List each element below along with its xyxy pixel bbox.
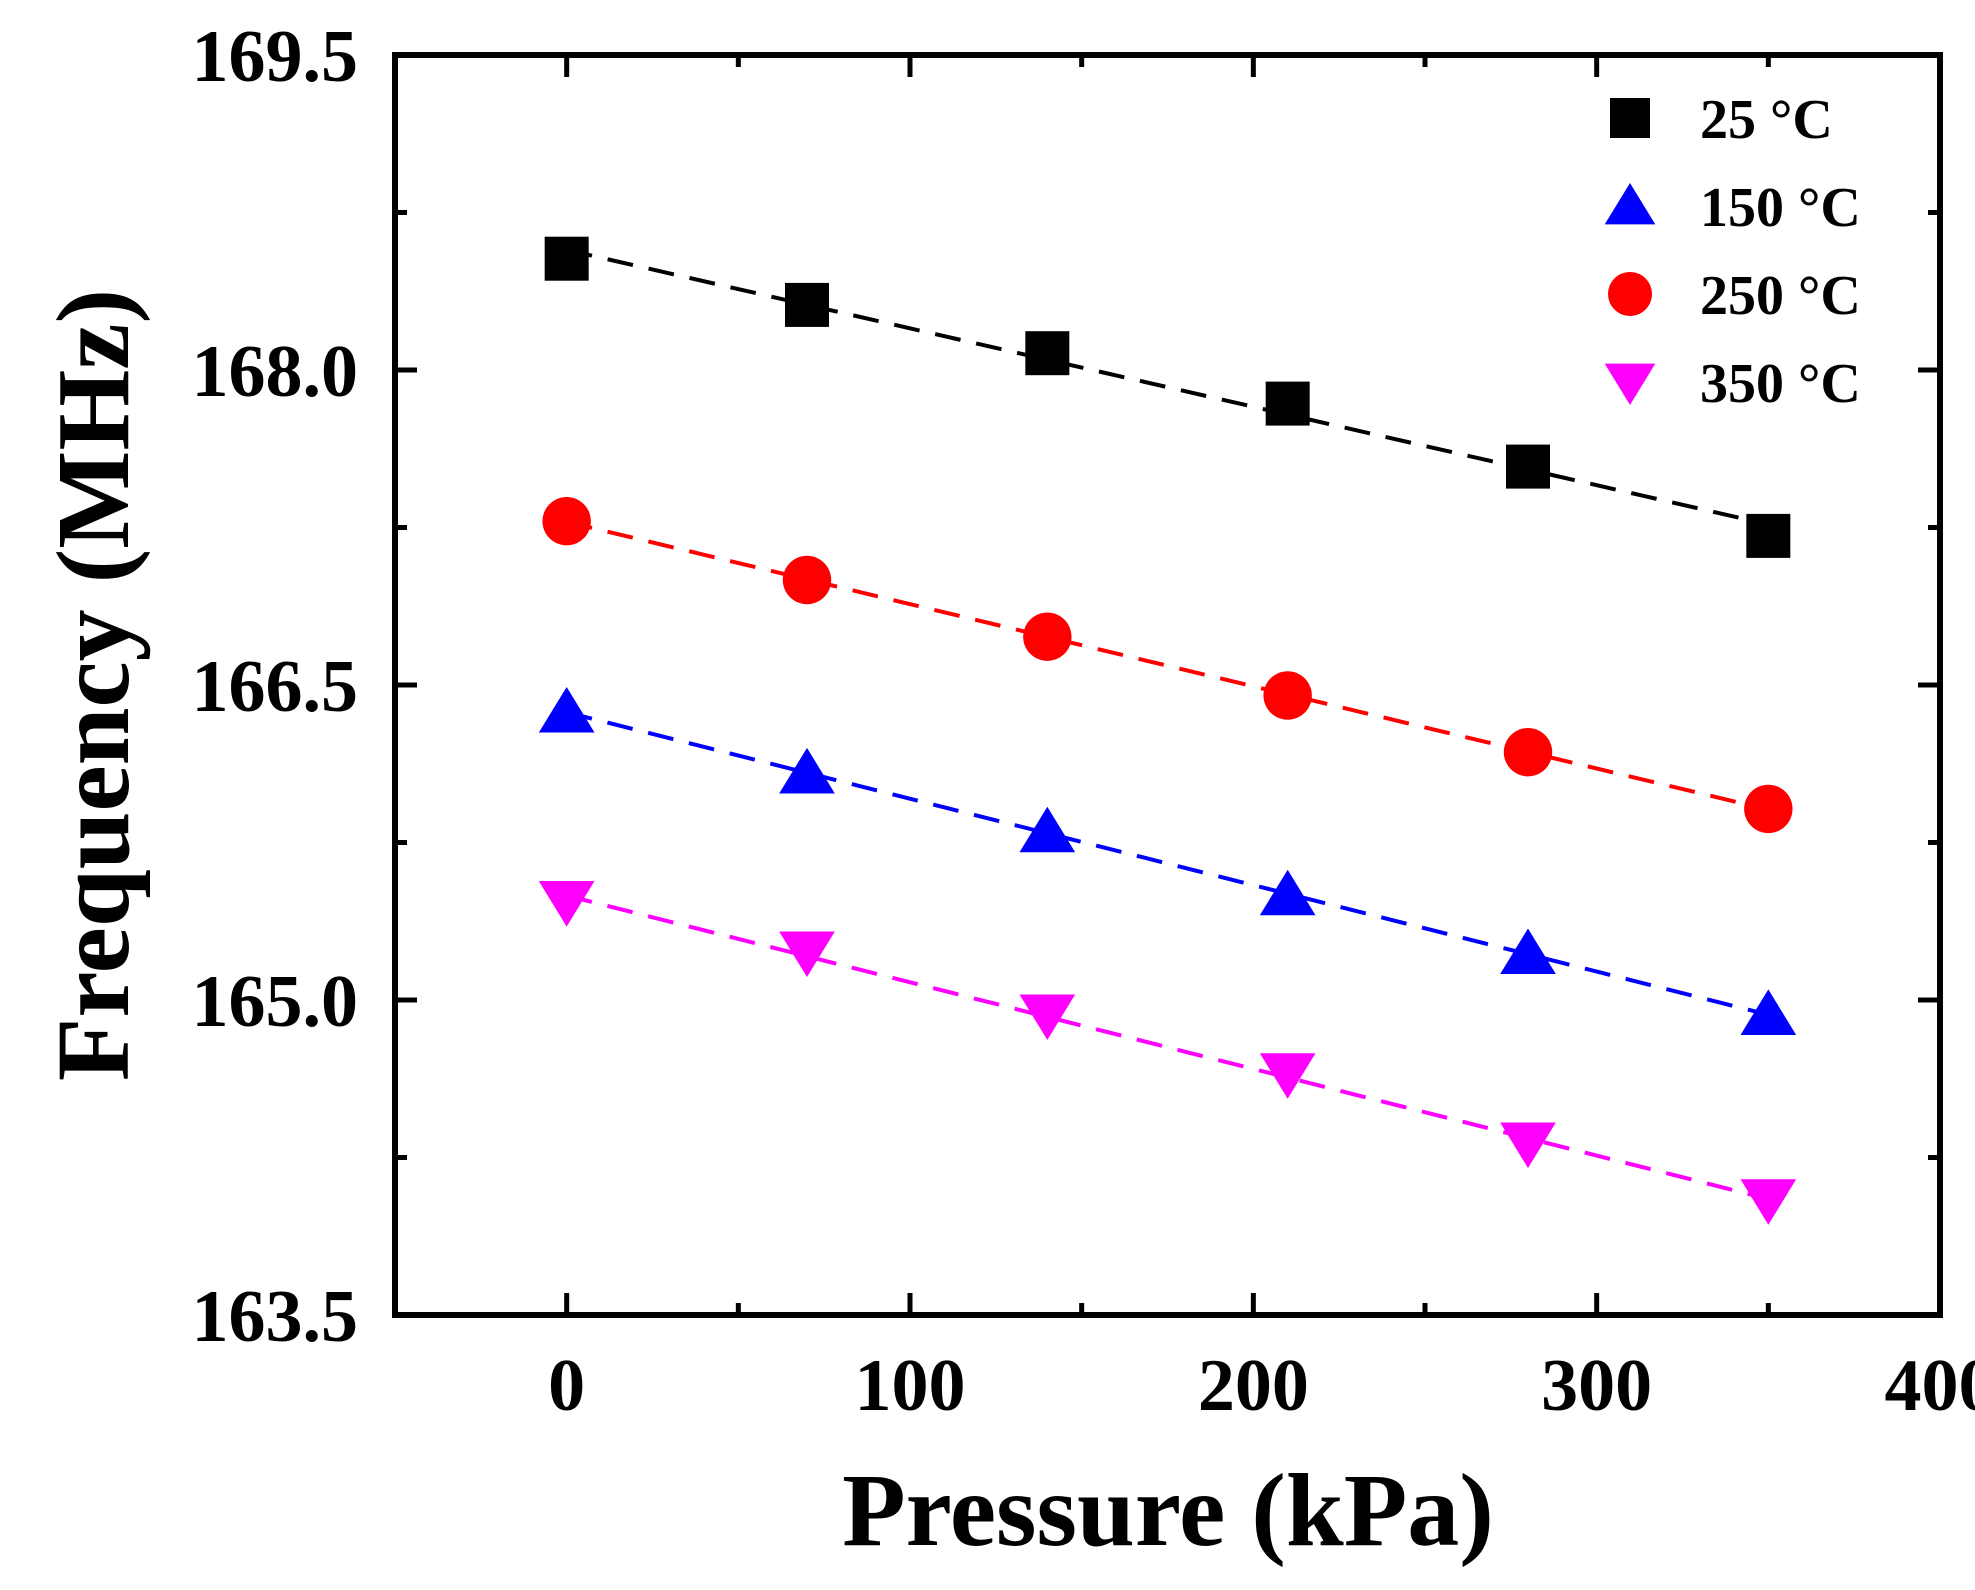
x-tick-label: 100 bbox=[855, 1345, 966, 1427]
fit-line-2 bbox=[566, 519, 1769, 812]
data-point bbox=[779, 931, 835, 977]
legend-label-1: 150 °C bbox=[1700, 177, 1861, 239]
data-point bbox=[1023, 612, 1072, 661]
x-axis-title: Pressure (kPa) bbox=[842, 1453, 1494, 1568]
data-point bbox=[1746, 513, 1791, 558]
data-point bbox=[1259, 1053, 1316, 1099]
y-tick-label: 169.5 bbox=[192, 16, 359, 98]
fit-lines bbox=[566, 247, 1769, 1201]
data-point bbox=[1025, 331, 1070, 376]
data-point bbox=[1265, 381, 1310, 426]
axis-ticks bbox=[395, 52, 1943, 1318]
y-tick-label: 165.0 bbox=[192, 961, 359, 1043]
data-point bbox=[1740, 1179, 1797, 1225]
legend-marker-1 bbox=[1604, 183, 1656, 225]
data-point bbox=[1019, 994, 1076, 1040]
tick-labels: 0 100 200 300 400 163.5 165.0 166.5 168.0 169.5 bbox=[192, 16, 1975, 1427]
legend-marker-3 bbox=[1604, 363, 1656, 405]
data-point bbox=[782, 555, 832, 605]
fit-line-0 bbox=[566, 247, 1769, 527]
data-point bbox=[1503, 728, 1553, 777]
data-point bbox=[1263, 671, 1312, 720]
y-tick-label: 168.0 bbox=[192, 331, 359, 413]
data-point bbox=[1019, 806, 1076, 853]
legend-label-2: 250 °C bbox=[1700, 265, 1861, 327]
x-tick-label: 400 bbox=[1885, 1345, 1975, 1427]
data-point bbox=[542, 497, 591, 546]
legend-marker-0 bbox=[1610, 98, 1650, 138]
data-point bbox=[1744, 784, 1793, 834]
legend-label-0: 25 °C bbox=[1700, 89, 1833, 151]
data-point bbox=[779, 747, 835, 794]
data-point bbox=[1500, 928, 1556, 975]
data-point bbox=[785, 282, 829, 327]
legend: 25 °C 150 °C 250 °C 350 °C bbox=[1604, 89, 1861, 415]
legend-label-3: 350 °C bbox=[1700, 353, 1861, 415]
y-tick-label: 166.5 bbox=[192, 646, 359, 728]
data-point bbox=[1506, 444, 1550, 489]
x-tick-label: 300 bbox=[1541, 1345, 1652, 1427]
x-tick-label: 200 bbox=[1198, 1345, 1309, 1427]
data-points bbox=[538, 236, 1797, 1225]
y-axis-title: Frequency (MHz) bbox=[36, 289, 151, 1081]
data-point bbox=[1500, 1122, 1556, 1169]
fit-line-3 bbox=[566, 893, 1769, 1201]
data-point bbox=[544, 236, 589, 281]
data-point bbox=[1259, 869, 1316, 916]
x-tick-label: 0 bbox=[548, 1345, 585, 1427]
data-point bbox=[538, 881, 595, 927]
legend-marker-2 bbox=[1608, 272, 1652, 316]
data-point bbox=[538, 687, 595, 733]
plot-frame bbox=[392, 52, 1943, 1318]
fit-line-1 bbox=[566, 710, 1769, 1017]
data-point bbox=[1740, 989, 1797, 1035]
y-tick-label: 163.5 bbox=[192, 1276, 359, 1358]
